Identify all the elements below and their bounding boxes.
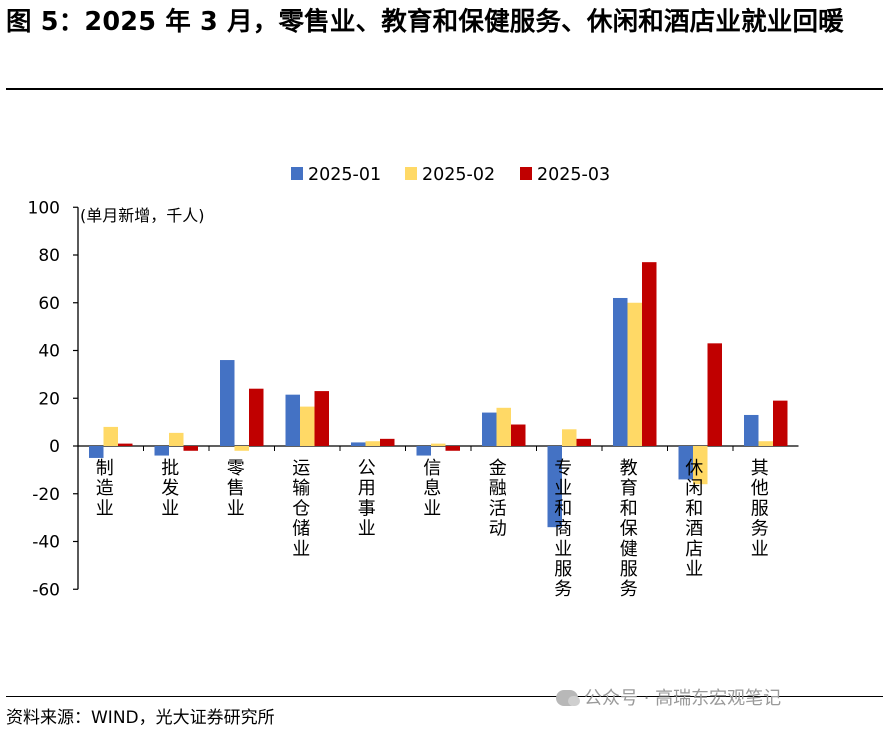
x-tick-label: 专业和商业服务 xyxy=(554,458,572,600)
bar-2025-01-8 xyxy=(613,297,628,446)
x-tick-label: 信息业 xyxy=(423,458,441,519)
y-tick-label: 100 xyxy=(28,198,60,218)
bar-2025-02-8 xyxy=(627,302,642,446)
bar-2025-01-7 xyxy=(547,446,562,528)
watermark: 公众号 · 高瑞东宏观笔记 xyxy=(556,684,781,710)
bar-2025-01-9 xyxy=(678,446,693,480)
y-tick-label: 0 xyxy=(49,437,60,457)
bar-2025-01-1 xyxy=(154,446,169,456)
bar-2025-01-5 xyxy=(416,446,431,456)
bar-2025-02-2 xyxy=(234,446,249,451)
x-tick-label: 批发业 xyxy=(161,458,179,519)
bar-group xyxy=(78,262,799,528)
figure-title: 图 5：2025 年 3 月，零售业、教育和保健服务、休闲和酒店业就业回暖 xyxy=(6,7,844,37)
x-tick-label: 公用事业 xyxy=(358,458,376,540)
bar-2025-02-4 xyxy=(365,441,380,446)
watermark-text: 公众号 · 高瑞东宏观笔记 xyxy=(584,688,782,709)
x-tick-label: 零售业 xyxy=(227,458,245,519)
bar-2025-03-9 xyxy=(707,343,722,446)
bar-2025-01-0 xyxy=(89,446,104,458)
x-axis-labels: 制造业 批发业 零售业 运输仓储业 公用事业 信息业 金融活动 专业和商业服务 教育和保健服务 休… xyxy=(96,446,769,600)
x-tick-label: 休闲和酒店业 xyxy=(685,458,703,580)
title-divider xyxy=(6,88,883,90)
unit-label: (单月新增，千人) xyxy=(80,206,205,225)
bar-2025-01-4 xyxy=(351,442,366,446)
y-tick-label: -60 xyxy=(32,580,60,600)
bar-2025-03-5 xyxy=(445,446,460,451)
y-tick-label: -40 xyxy=(32,533,60,553)
y-tick-label: 40 xyxy=(38,342,60,362)
bar-2025-02-0 xyxy=(103,426,118,446)
bar-2025-03-7 xyxy=(576,438,591,446)
bar-2025-02-9 xyxy=(693,446,708,485)
bar-2025-01-6 xyxy=(482,412,497,446)
x-tick-label: 其他服务业 xyxy=(751,458,769,560)
y-axis: 100 80 60 40 20 0 -20 -40 -60 xyxy=(28,198,79,600)
y-tick-label: 20 xyxy=(38,389,60,409)
legend-swatch xyxy=(520,167,532,180)
legend-swatch xyxy=(405,167,417,180)
chart-legend: 2025-01 2025-02 2025-03 xyxy=(291,165,610,185)
y-tick-label: -20 xyxy=(32,485,60,505)
bar-2025-01-3 xyxy=(285,394,300,446)
legend-label: 2025-03 xyxy=(537,165,610,185)
bar-2025-03-0 xyxy=(118,443,133,446)
bar-2025-03-6 xyxy=(511,424,526,446)
bar-2025-03-10 xyxy=(773,400,788,446)
y-tick-label: 60 xyxy=(38,294,60,314)
legend-swatch xyxy=(291,167,303,180)
bar-2025-03-2 xyxy=(249,388,264,446)
bar-2025-02-1 xyxy=(169,432,184,446)
bar-2025-02-6 xyxy=(496,407,511,446)
bar-2025-02-3 xyxy=(300,406,315,446)
footer-divider xyxy=(6,696,883,697)
bar-2025-01-2 xyxy=(220,360,235,446)
x-tick-label: 教育和保健服务 xyxy=(620,458,638,600)
bar-2025-02-10 xyxy=(758,441,773,446)
bar-2025-03-1 xyxy=(183,446,198,451)
source-note: 资料来源：WIND，光大证券研究所 xyxy=(6,708,275,728)
x-tick-label: 金融活动 xyxy=(489,458,507,540)
bar-2025-01-10 xyxy=(744,414,759,446)
x-tick-label: 制造业 xyxy=(96,458,114,519)
y-tick-label: 80 xyxy=(38,246,60,266)
wechat-icon xyxy=(556,690,580,706)
bar-2025-03-8 xyxy=(642,262,657,446)
bar-2025-03-4 xyxy=(380,438,395,446)
bar-2025-03-3 xyxy=(314,391,329,446)
bar-2025-02-7 xyxy=(562,429,577,446)
x-tick-label: 运输仓储业 xyxy=(292,458,310,560)
legend-label: 2025-01 xyxy=(308,165,381,185)
bar-2025-02-5 xyxy=(431,443,446,446)
legend-label: 2025-02 xyxy=(422,165,495,185)
